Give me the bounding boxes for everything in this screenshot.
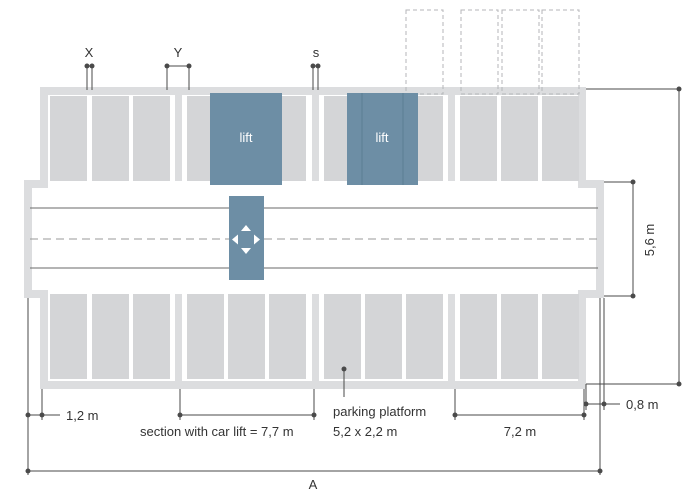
shuttle-platform: [229, 196, 264, 280]
platform-size-label: 5,2 x 2,2 m: [333, 424, 397, 439]
parking-slot: [187, 294, 224, 379]
parking-slot: [269, 294, 306, 379]
lift-2: lift: [347, 93, 418, 185]
platform-label: parking platform: [333, 404, 426, 419]
section-width-label: 7,2 m: [504, 424, 537, 439]
driveway: [30, 207, 598, 269]
lift-1: lift: [210, 93, 282, 185]
parking-slots-bottom: [50, 294, 579, 379]
raised-platform: [405, 9, 444, 95]
raised-platform: [541, 9, 580, 95]
parking-slot: [228, 294, 265, 379]
four-way-arrows-icon: [232, 225, 260, 254]
parking-slot: [50, 294, 87, 379]
parking-slot: [501, 96, 538, 181]
parking-slot: [501, 294, 538, 379]
parking-slot: [92, 96, 129, 181]
parking-slot: [460, 294, 497, 379]
raised-platform: [501, 9, 540, 95]
parking-slot: [542, 96, 579, 181]
parking-slot: [324, 294, 361, 379]
marker-x-label: X: [85, 45, 94, 60]
raised-platform: [460, 9, 499, 95]
parking-slot: [133, 294, 170, 379]
lift-2-label: lift: [376, 130, 389, 145]
height-dimension-label: 5,6 m: [642, 224, 657, 257]
parking-slot: [542, 294, 579, 379]
bottom-dimensions: [25, 298, 603, 475]
raised-platform-outlines: [405, 9, 580, 95]
right-dimensions: [583, 86, 682, 410]
parking-slot: [365, 294, 402, 379]
parking-slot: [406, 294, 443, 379]
slot-width-label: 1,2 m: [66, 408, 99, 423]
total-width-label: A: [309, 477, 318, 492]
markers: X Y s: [84, 45, 321, 90]
marker-s-label: s: [313, 45, 320, 60]
parking-slot: [92, 294, 129, 379]
parking-slot: [50, 96, 87, 181]
section-with-lift-label: section with car lift = 7,7 m: [140, 424, 294, 439]
parking-slot: [460, 96, 497, 181]
marker-y-label: Y: [174, 45, 183, 60]
outer-frame: [24, 87, 604, 389]
lift-1-label: lift: [240, 130, 253, 145]
offset-dimension-label: 0,8 m: [626, 397, 659, 412]
parking-slot: [133, 96, 170, 181]
